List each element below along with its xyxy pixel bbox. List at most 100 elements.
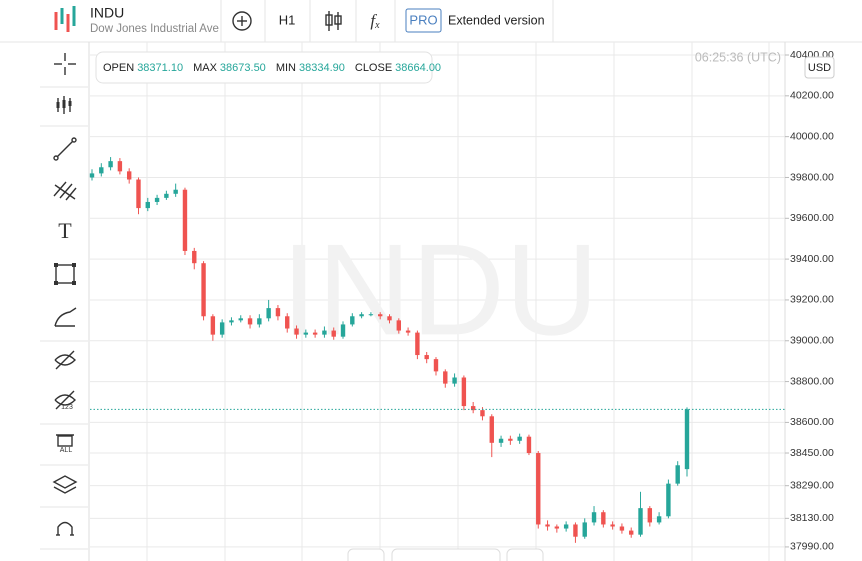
layers-tool[interactable] [52, 475, 78, 494]
pro-badge[interactable] [405, 8, 442, 33]
candle-body [480, 410, 485, 417]
rectangle-tool[interactable] [54, 263, 76, 285]
candle-body [601, 512, 606, 525]
extended-version[interactable]: Extended version [448, 13, 545, 27]
candle-body [554, 526, 560, 529]
candle-body [368, 314, 374, 316]
y-tick-label: 38450.00 [790, 447, 834, 459]
candle-body [312, 332, 318, 335]
y-tick-label: 39000.00 [790, 335, 834, 347]
candle-body [126, 171, 132, 180]
candle-body [684, 409, 690, 470]
y-tick-label: 39800.00 [790, 171, 834, 183]
candle-body [192, 250, 197, 264]
candle-body [656, 516, 662, 523]
candle-body [99, 167, 104, 174]
candle-body [201, 263, 206, 317]
candle-body [378, 314, 383, 317]
candle-body [136, 179, 141, 209]
ohlc-box [95, 51, 433, 84]
candle-body [675, 465, 680, 484]
svg-text:123: 123 [61, 404, 73, 411]
candle-body [117, 161, 123, 172]
y-tick-label: 38290.00 [790, 479, 834, 491]
fib-tool[interactable] [53, 181, 77, 201]
crosshair-tool[interactable] [54, 53, 76, 75]
indicators-tool[interactable] [56, 96, 72, 114]
watermark: INDU [281, 216, 599, 362]
candle-body [145, 201, 150, 209]
candle-body [666, 483, 671, 517]
candle-body [359, 314, 364, 317]
text-tool[interactable]: T [58, 218, 72, 243]
candle-body [415, 332, 420, 356]
candle-body [340, 324, 346, 337]
formula-button[interactable]: fx [370, 11, 380, 31]
ohlc-label: OPEN [103, 62, 134, 74]
y-tick-label: 37990.00 [790, 541, 834, 553]
trendline-tool[interactable] [53, 137, 77, 161]
svg-text:ALL: ALL [60, 447, 73, 454]
scroll-button[interactable] [347, 548, 385, 561]
timeframe-button[interactable]: H1 [279, 12, 296, 27]
candle-body [257, 318, 262, 325]
remove-all-tool[interactable]: ALL [56, 434, 74, 454]
y-tick-label: 39400.00 [790, 253, 834, 265]
candle-body [229, 320, 234, 323]
candle-body [405, 330, 411, 333]
candle-body [219, 322, 225, 335]
candle-body [545, 524, 550, 527]
candles [89, 157, 785, 543]
candle-body [266, 308, 271, 319]
ohlc-values: OPEN 38371.10 MAX 38673.50 MIN 38334.90 CLOSE 3… [103, 62, 441, 74]
brush-tool[interactable] [54, 307, 77, 327]
y-tick-label: 38800.00 [790, 375, 834, 387]
range-button[interactable] [391, 548, 501, 561]
pro-label: PRO [409, 12, 437, 27]
hide-indicators-tool[interactable]: 123 [54, 390, 76, 411]
candle-body [610, 524, 615, 527]
candle-body [182, 189, 188, 251]
candle-body [452, 377, 457, 384]
ohlc-label: MIN [276, 62, 296, 74]
ohlc-value: 38673.50 [220, 62, 266, 74]
candle-body [629, 530, 634, 535]
candle-body [164, 193, 169, 198]
candle-body [387, 316, 392, 321]
candle-body [489, 416, 494, 443]
candle-body [350, 316, 355, 325]
logo [54, 6, 76, 32]
left-toolbar: T 123 ALL [40, 42, 90, 561]
candle-body [89, 173, 95, 178]
magnet-tool[interactable] [56, 521, 74, 536]
candle-body [582, 522, 587, 537]
candle-body [285, 316, 290, 329]
candle-body [396, 320, 401, 331]
candle-body [619, 526, 625, 531]
clock: 06:25:36 (UTC) [695, 50, 781, 64]
candle-body [433, 359, 439, 372]
candle-body [508, 438, 513, 441]
candle-body [303, 332, 309, 335]
candle-body [173, 189, 178, 194]
top-bar: INDU Dow Jones Industrial Ave H1 fx PRO … [0, 0, 862, 43]
symbol-description: Dow Jones Industrial Ave [90, 23, 219, 35]
candle-body [647, 508, 653, 523]
candle-body [322, 330, 327, 335]
candle-body [573, 524, 578, 537]
scroll-button[interactable] [506, 548, 544, 561]
candle-body [498, 438, 504, 443]
hide-drawings-tool[interactable] [54, 350, 76, 370]
candle-body [563, 524, 569, 529]
candle-body [275, 308, 281, 317]
ohlc-label: MAX [193, 62, 218, 74]
chart-type-button[interactable] [325, 11, 342, 31]
grid [90, 42, 785, 561]
add-indicator-button[interactable] [232, 11, 252, 31]
candle-body [247, 318, 253, 325]
symbol: INDU [90, 5, 124, 21]
y-tick-label: 39600.00 [790, 212, 834, 224]
y-tick-label: 40200.00 [790, 90, 834, 102]
